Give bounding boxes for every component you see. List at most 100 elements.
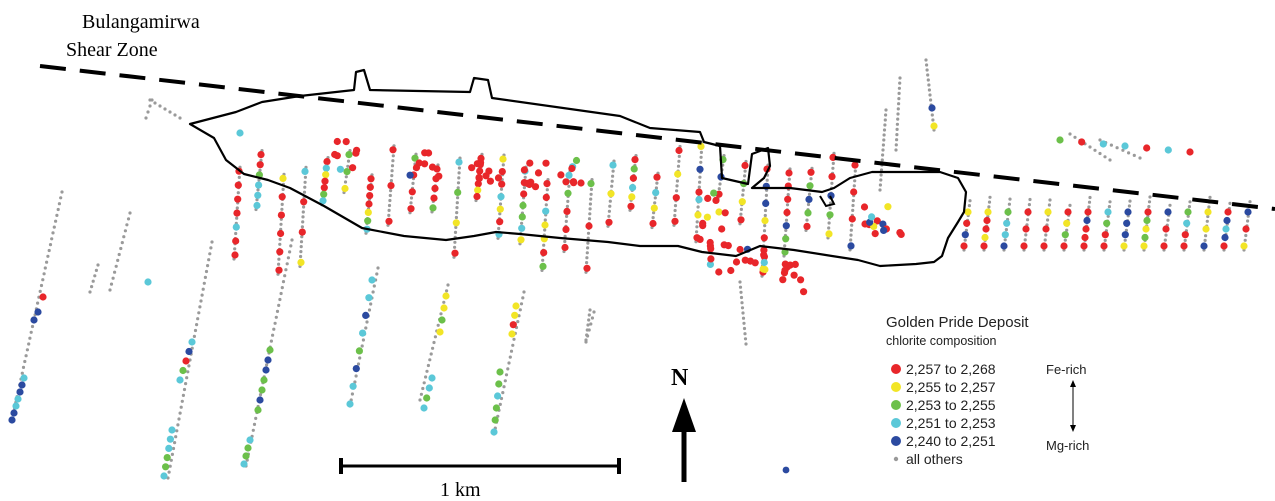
sample-point xyxy=(707,255,715,263)
sample-point xyxy=(694,211,702,219)
sample-point xyxy=(1104,208,1112,216)
sample-point xyxy=(531,183,540,191)
sample-point xyxy=(321,177,329,185)
sample-point xyxy=(806,182,814,190)
sample-point xyxy=(712,196,720,204)
drillhole-dot xyxy=(46,254,50,258)
drillhole-dot xyxy=(587,318,591,322)
drillhole-dot xyxy=(739,212,743,216)
drillhole-dot xyxy=(343,180,348,184)
drillhole-dot xyxy=(235,206,239,210)
drillhole-dot xyxy=(783,244,787,248)
drillhole-dot xyxy=(897,97,901,101)
drillhole-dot xyxy=(1027,203,1031,207)
drillhole-dot xyxy=(169,458,173,462)
drillhole-dot xyxy=(586,231,591,235)
drillhole-dot xyxy=(45,260,49,264)
drillhole-dot xyxy=(206,264,210,268)
drillhole-dot xyxy=(586,246,590,250)
sample-point xyxy=(277,229,285,238)
drillhole-dot xyxy=(741,311,745,315)
drillhole-dot xyxy=(743,332,747,336)
sample-point xyxy=(8,416,16,424)
drillhole-dot xyxy=(675,189,679,193)
drillhole-dot xyxy=(1163,238,1167,242)
drillhole-dot xyxy=(1244,233,1248,238)
drillhole-dot xyxy=(589,192,593,196)
north-label: N xyxy=(671,365,689,391)
sample-point xyxy=(696,235,704,243)
drillhole-dot xyxy=(738,280,742,284)
sample-point xyxy=(234,181,242,189)
drillhole-dot xyxy=(587,217,592,221)
legend-item-label: 2,255 to 2,257 xyxy=(906,379,996,395)
drillhole-dot xyxy=(743,169,747,173)
sample-point xyxy=(519,201,527,210)
sample-point xyxy=(362,311,370,319)
drillhole-dot xyxy=(210,240,214,244)
sample-point xyxy=(425,384,433,392)
drillhole-dot xyxy=(277,303,281,307)
sample-point xyxy=(674,170,682,178)
drillhole-dot xyxy=(120,241,124,245)
legend-item-label: 2,253 to 2,255 xyxy=(906,397,996,413)
sample-point xyxy=(782,235,790,243)
sample-point xyxy=(520,166,529,174)
sample-point xyxy=(336,165,344,173)
drillhole-dot xyxy=(36,301,40,305)
drillhole-dot xyxy=(894,148,898,152)
legend-swatch xyxy=(891,382,901,392)
drillhole-dot xyxy=(456,196,460,200)
drillhole-dot xyxy=(361,338,365,342)
sample-point xyxy=(738,198,746,206)
drillhole-dot xyxy=(203,275,207,279)
sample-point xyxy=(429,204,437,212)
drillhole-dot xyxy=(281,280,286,284)
sample-point xyxy=(518,224,526,232)
drillhole-dot xyxy=(543,228,547,232)
sample-point xyxy=(628,193,636,201)
drillhole-dot xyxy=(455,201,459,205)
sample-point xyxy=(415,159,423,167)
sample-point xyxy=(627,202,635,210)
drillhole-dot xyxy=(387,213,391,217)
drillhole-dot xyxy=(346,159,351,163)
sample-point xyxy=(162,463,170,471)
drillhole-dot xyxy=(372,284,376,288)
drillhole-dot xyxy=(696,205,700,209)
sample-point xyxy=(828,173,836,181)
drillhole-dot xyxy=(187,364,191,368)
drillhole-dot xyxy=(371,290,375,294)
drillhole-dot xyxy=(1166,218,1170,222)
sample-point xyxy=(1020,242,1028,250)
drillhole-dot xyxy=(522,290,526,294)
drillhole-dot xyxy=(718,182,722,186)
drillhole-dot xyxy=(421,386,425,391)
sample-point xyxy=(1164,208,1172,216)
sample-point xyxy=(720,241,728,249)
drillhole-dot xyxy=(163,107,167,111)
sample-point xyxy=(629,184,637,192)
sample-point xyxy=(232,223,240,231)
sample-point xyxy=(960,242,968,250)
drillhole-dot xyxy=(200,293,204,297)
double-arrow-icon xyxy=(1070,380,1076,432)
sample-point xyxy=(18,381,26,389)
drillhole-dot xyxy=(375,272,379,276)
drillhole-dot xyxy=(1127,204,1131,208)
sample-point xyxy=(781,260,789,268)
drillhole-dot xyxy=(895,138,899,142)
sample-point xyxy=(1220,242,1228,250)
drillhole-dot xyxy=(299,254,303,259)
drillhole-dot xyxy=(1132,153,1136,157)
drillhole-dot xyxy=(695,230,699,234)
legend-item-label: all others xyxy=(906,451,963,467)
drillhole-dot xyxy=(251,428,255,432)
sample-point xyxy=(440,304,448,312)
sample-point xyxy=(323,158,331,166)
sample-point xyxy=(982,225,990,233)
sample-point xyxy=(1084,208,1092,216)
drillhole-dot xyxy=(1063,238,1067,242)
drillhole-dot xyxy=(501,163,505,167)
drillhole-dot xyxy=(436,323,440,327)
